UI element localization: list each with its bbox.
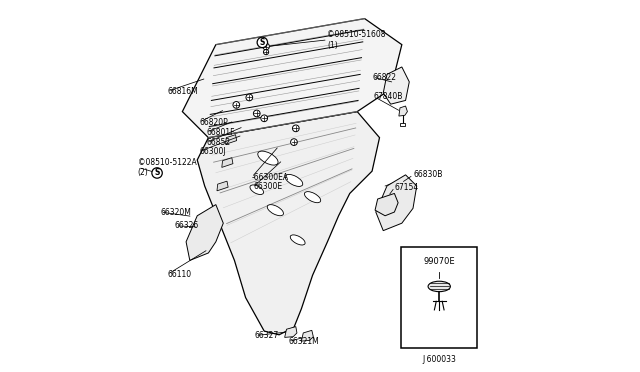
Bar [401, 123, 405, 126]
Polygon shape [197, 112, 380, 335]
Text: 66326: 66326 [175, 221, 199, 230]
Polygon shape [182, 19, 402, 138]
Bar [401, 247, 477, 348]
Circle shape [257, 37, 268, 48]
Ellipse shape [268, 205, 284, 216]
Ellipse shape [258, 151, 278, 165]
Text: 66320M: 66320M [160, 208, 191, 217]
Text: 66816M: 66816M [168, 87, 198, 96]
Circle shape [264, 49, 269, 55]
Text: 66830B: 66830B [413, 170, 442, 179]
Polygon shape [225, 135, 237, 144]
Text: 66321M: 66321M [289, 337, 319, 346]
Text: S: S [154, 169, 160, 177]
Circle shape [246, 94, 253, 101]
Text: 99070E: 99070E [424, 257, 455, 266]
Text: 66110: 66110 [168, 270, 191, 279]
Circle shape [262, 43, 269, 50]
Text: 66822: 66822 [372, 73, 396, 81]
Ellipse shape [428, 281, 451, 292]
Polygon shape [301, 330, 314, 341]
Polygon shape [383, 67, 410, 104]
Text: J 600033: J 600033 [422, 355, 456, 363]
Text: 66300J: 66300J [199, 147, 226, 156]
Text: 66801F: 66801F [207, 128, 235, 137]
Text: 66852: 66852 [207, 138, 230, 147]
Text: 66820P: 66820P [199, 118, 228, 126]
Polygon shape [285, 327, 297, 337]
Text: ©08510-5122A
(2): ©08510-5122A (2) [138, 158, 196, 177]
Polygon shape [217, 181, 228, 191]
Circle shape [261, 115, 268, 122]
Text: S: S [260, 38, 265, 47]
Circle shape [253, 110, 260, 117]
Ellipse shape [305, 192, 321, 203]
Polygon shape [186, 205, 223, 260]
Text: 67840B: 67840B [374, 92, 403, 101]
Text: ©08510-51608
(1): ©08510-51608 (1) [328, 30, 386, 49]
Polygon shape [375, 193, 398, 216]
Ellipse shape [285, 174, 303, 186]
Polygon shape [399, 106, 408, 116]
Text: -66300EA: -66300EA [251, 173, 288, 182]
Ellipse shape [291, 235, 305, 245]
Text: 66300E: 66300E [253, 182, 282, 191]
Circle shape [291, 139, 298, 145]
Text: 66327: 66327 [255, 331, 279, 340]
Circle shape [292, 125, 299, 132]
Polygon shape [376, 175, 417, 231]
Text: 67154: 67154 [394, 183, 419, 192]
Circle shape [152, 168, 163, 178]
Ellipse shape [250, 185, 264, 195]
Circle shape [233, 102, 239, 108]
Polygon shape [222, 158, 233, 167]
